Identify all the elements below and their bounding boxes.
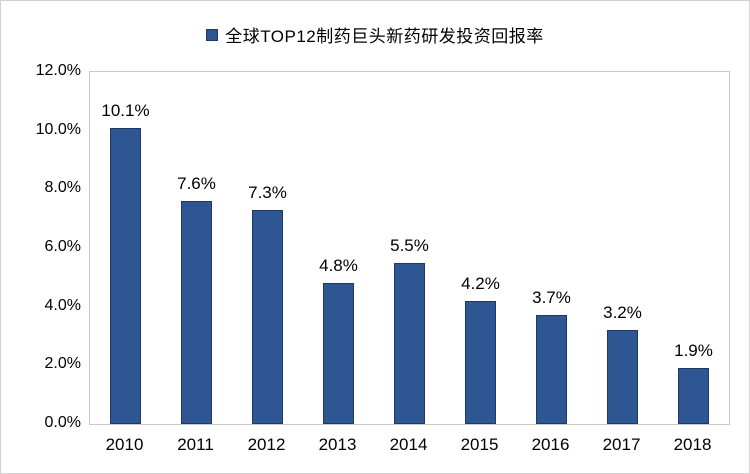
y-axis: 12.0% 10.0% 8.0% 6.0% 4.0% 2.0% 0.0% <box>1 62 81 431</box>
x-axis-tick-label: 2013 <box>318 435 357 454</box>
x-axis-tick-label: 2011 <box>177 435 214 454</box>
legend-square-icon <box>206 28 219 41</box>
bar-2010 <box>110 127 141 424</box>
data-label-2015: 4.2% <box>461 273 500 293</box>
y-axis-tick-label: 8.0% <box>44 179 81 197</box>
data-label-2018: 1.9% <box>674 341 713 361</box>
data-label-2012: 7.3% <box>248 182 287 202</box>
y-axis-tick-label: 4.0% <box>44 296 81 314</box>
y-axis-tick-label: 10.0% <box>35 120 81 138</box>
chart-legend: 全球TOP12制药巨头新药研发投资回报率 <box>1 22 749 47</box>
bar-2011 <box>181 201 212 424</box>
x-axis-tick-label: 2018 <box>673 435 712 454</box>
data-label-2010: 10.1% <box>101 100 150 120</box>
bar-2015 <box>465 300 496 424</box>
bar-2012 <box>252 209 283 424</box>
data-label-2011: 7.6% <box>177 174 216 194</box>
y-axis-tick-label: 12.0% <box>35 62 81 79</box>
data-label-2014: 5.5% <box>390 235 429 255</box>
x-axis-tick-label: 2014 <box>389 435 428 454</box>
x-axis-tick-label: 2017 <box>602 435 641 454</box>
bar-2013 <box>323 283 354 424</box>
x-axis-tick-label: 2016 <box>531 435 570 454</box>
bar-2017 <box>607 330 638 424</box>
y-axis-tick-label: 2.0% <box>44 355 81 373</box>
y-axis-tick-label: 0.0% <box>44 414 81 431</box>
x-axis-tick-label: 2010 <box>105 435 144 454</box>
data-label-2017: 3.2% <box>603 303 642 323</box>
bar-2014 <box>394 262 425 424</box>
x-axis-tick-label: 2015 <box>460 435 499 454</box>
data-label-2016: 3.7% <box>532 288 571 308</box>
bar-2018 <box>678 368 709 424</box>
x-axis: 2010 2011 2012 2013 2014 2015 2016 2017 2018 <box>89 432 728 456</box>
plot-area: 10.1% 7.6% 7.3% 4.8% 5.5% 4.2% 3.7% 3.2% 1.9% <box>89 71 730 425</box>
y-axis-tick-label: 6.0% <box>44 238 81 255</box>
x-axis-tick-label: 2012 <box>247 435 286 454</box>
bar-2016 <box>536 315 567 424</box>
legend-label: 全球TOP12制药巨头新药研发投资回报率 <box>225 27 544 46</box>
data-label-2013: 4.8% <box>319 256 358 276</box>
